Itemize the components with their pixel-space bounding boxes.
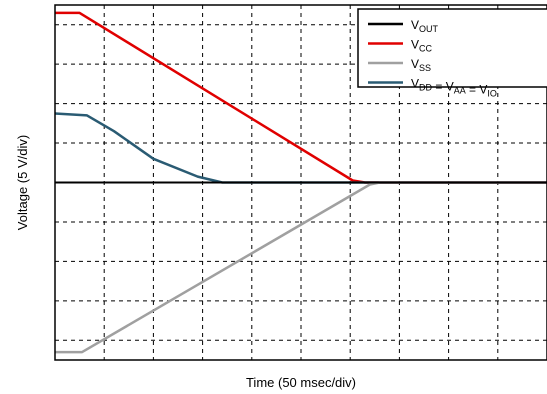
legend-box bbox=[357, 8, 547, 88]
plot-frame bbox=[54, 4, 547, 361]
legend-label: VCC bbox=[411, 38, 433, 54]
legend-label: VSS bbox=[411, 57, 431, 73]
series-layer bbox=[54, 11, 547, 354]
x-axis-label: Time (50 msec/div) bbox=[246, 375, 356, 390]
legend-label: VOUT bbox=[411, 18, 439, 34]
y-axis-label: Voltage (5 V/div) bbox=[15, 135, 30, 230]
legend-label: VDD = VAA = VIO bbox=[411, 77, 497, 99]
legend: VOUT VCC VSS VDD = VAA = VIO bbox=[357, 8, 547, 99]
